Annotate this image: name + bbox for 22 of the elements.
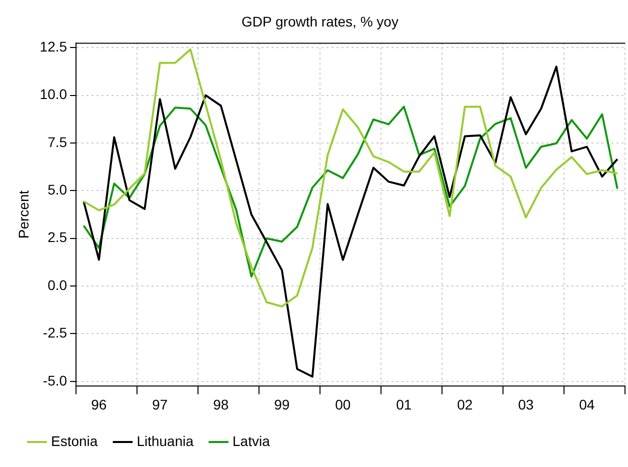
x-tick-label: 01 [396, 396, 412, 412]
x-tick-label: 98 [213, 396, 229, 412]
legend-label: Estonia [51, 432, 98, 449]
y-tick-label: 0.0 [48, 276, 68, 293]
x-tick-label: 02 [457, 396, 473, 412]
y-tick-label: -2.5 [42, 324, 68, 341]
y-tick-label: -5.0 [42, 372, 68, 388]
y-axis-title: Percent [15, 190, 32, 239]
chart-title: GDP growth rates, % yoy [242, 13, 398, 30]
y-tick-label: 10.0 [40, 86, 68, 102]
x-tick-label: 04 [579, 396, 595, 412]
legend-label: Latvia [232, 432, 270, 449]
x-tick-label: 99 [274, 396, 290, 412]
y-tick-label: 7.5 [48, 134, 68, 150]
x-tick-label: 00 [335, 396, 351, 412]
x-tick-label: 97 [152, 396, 168, 412]
y-tick-label: 12.5 [40, 38, 68, 54]
legend-label: Lithuania [136, 432, 194, 449]
y-tick-label: 2.5 [48, 229, 68, 246]
x-tick-label: 03 [518, 396, 534, 412]
y-tick-label: 5.0 [48, 182, 68, 198]
x-tick-label: 96 [91, 396, 107, 412]
